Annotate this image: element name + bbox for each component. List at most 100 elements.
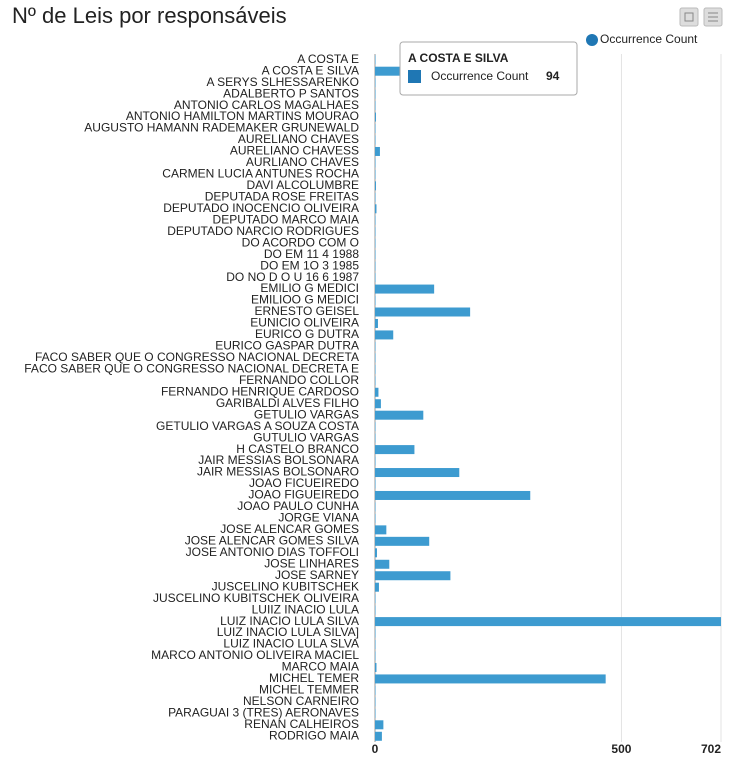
bar (375, 410, 424, 420)
tooltip-value: 94 (546, 69, 560, 83)
bar (375, 387, 379, 397)
y-tick-label: DO EM 1O 3 1985 (260, 258, 359, 272)
y-tick-label: JOSE SARNEY (275, 568, 359, 582)
y-tick-label: JUSCELINO KUBITSCHEK (212, 579, 359, 593)
y-tick-label: DO NO D O U 16 6 1987 (226, 270, 359, 284)
y-tick-label: GARIBALDI ALVES FILHO (216, 396, 359, 410)
y-tick-label: DEPUTADO MARCO MAIA (213, 212, 359, 226)
chart-title: Nº de Leis por responsáveis (12, 3, 287, 28)
y-tick-label: FACO SABER QUE O CONGRESSO NACIONAL DECR… (24, 362, 359, 376)
y-tick-label: JUSCELINO KUBITSCHEK OLIVEIRA (153, 591, 359, 605)
y-tick-label: JOSE ALENCAR GOMES (220, 522, 359, 536)
collapse-icon (684, 12, 694, 22)
y-tick-label: AURLIANO CHAVES (246, 155, 359, 169)
bar (375, 720, 384, 730)
y-tick-label: AUGUSTO HAMANN RADEMAKER GRUNEWALD (84, 121, 359, 135)
y-tick-label: A SERYS SLHESSARENKO (206, 75, 359, 89)
y-tick-label: EUNICIO OLIVEIRA (250, 316, 359, 330)
bar (375, 490, 531, 500)
y-tick-label: PARAGUAI 3 (TRES) AERONAVES (168, 706, 359, 720)
tooltip-series: Occurrence Count (431, 69, 529, 83)
bar (375, 731, 382, 741)
y-tick-label: GUTULIO VARGAS (253, 430, 359, 444)
legend-swatch (586, 34, 598, 46)
y-tick-label: JOSE ANTONIO DIAS TOFFOLI (186, 545, 359, 559)
y-tick-label: EMILIOO G MEDICI (251, 293, 359, 307)
y-tick-label: LUIIZ INACIO LULA (252, 602, 359, 616)
bar (375, 204, 377, 214)
bar (375, 536, 430, 546)
menu-icon (708, 12, 718, 22)
y-tick-label: AURELIANO CHAVESS (230, 144, 359, 158)
y-tick-label: NELSON CARNEIRO (243, 694, 359, 708)
y-tick-label: FACO SABER QUE O CONGRESSO NACIONAL DECR… (35, 350, 359, 364)
y-tick-label: H CASTELO BRANCO (236, 442, 359, 456)
bar (375, 525, 387, 535)
y-tick-label: FERNANDO COLLOR (239, 373, 359, 387)
x-tick-label: 500 (611, 742, 631, 756)
y-tick-label: ANTONIO HAMILTON MARTINS MOURAO (126, 109, 359, 123)
x-tick-label: 702 (701, 742, 721, 756)
bar (375, 571, 451, 581)
y-tick-label: DEPUTADO INOCENCIO OLIVEIRA (163, 201, 359, 215)
y-tick-label: CARMEN LUCIA ANTUNES ROCHA (162, 167, 359, 181)
y-tick-label: JOSE LINHARES (264, 556, 359, 570)
y-tick-label: ANTONIO CARLOS MAGALHAES (174, 98, 359, 112)
y-tick-label: EMILIO G MEDICI (260, 281, 359, 295)
y-tick-label: JOAO FICUEIREDO (249, 476, 359, 490)
tooltip-swatch (408, 70, 421, 83)
y-tick-label: LUIZ INACIO LULA SILVA (220, 614, 359, 628)
y-tick-label: A COSTA E SILVA (262, 63, 359, 77)
bar (375, 674, 606, 684)
bar (375, 399, 381, 409)
bar (375, 146, 380, 156)
y-tick-label: LUIZ INACIO LULA SILVA] (217, 625, 359, 639)
y-tick-label: RODRIGO MAIA (269, 728, 359, 742)
y-tick-label: ADALBERTO P SANTOS (223, 86, 359, 100)
y-tick-label: ERNESTO GEISEL (255, 304, 360, 318)
bar (375, 112, 376, 122)
y-tick-label: DO ACORDO COM O (242, 235, 359, 249)
x-tick-label: 0 (372, 742, 379, 756)
y-tick-label: RENAN CALHEIROS (244, 717, 359, 731)
y-tick-label: MARCO MAIA (282, 660, 359, 674)
bar (375, 318, 378, 328)
bar (375, 662, 377, 672)
y-tick-label: JOAO PAULO CUNHA (237, 499, 359, 513)
bar (375, 582, 379, 592)
y-tick-label: MICHEL TEMER (269, 671, 359, 685)
bar (375, 617, 721, 627)
y-tick-label: AURELIANO CHAVES (238, 132, 359, 146)
y-tick-label: A COSTA E (297, 52, 359, 66)
y-tick-label: EURICO GASPAR DUTRA (215, 339, 359, 353)
bar (375, 66, 422, 76)
bar (375, 548, 377, 558)
y-tick-label: JAIR MESSIAS BOLSONARO (197, 465, 359, 479)
y-tick-label: DAVI ALCOLUMBRE (247, 178, 359, 192)
bar (375, 181, 376, 191)
bar (375, 284, 435, 294)
y-tick-label: JOAO FIGUEIREDO (248, 488, 359, 502)
bar (375, 330, 394, 340)
bar (375, 307, 471, 317)
y-tick-label: GETULIO VARGAS A SOUZA COSTA (156, 419, 359, 433)
y-tick-label: LUIZ INACIO LULA SLVA (223, 637, 359, 651)
y-tick-label: GETULIO VARGAS (254, 407, 359, 421)
bar (375, 559, 390, 569)
legend-label: Occurrence Count (600, 32, 698, 46)
y-tick-label: FERNANDO HENRIQUE CARDOSO (161, 384, 359, 398)
y-tick-label: MARCO ANTONIO OLIVEIRA MACIEL (151, 648, 359, 662)
y-tick-label: DO EM 11 4 1988 (264, 247, 359, 261)
y-tick-label: JORGE VIANA (278, 511, 359, 525)
collapse-button[interactable] (679, 7, 699, 27)
bar (375, 445, 415, 455)
bar (375, 468, 460, 478)
tooltip (399, 41, 578, 96)
y-tick-label: JAIR MESSIAS BOLSONARA (198, 453, 359, 467)
y-tick-label: DEPUTADA ROSE FREITAS (205, 190, 359, 204)
y-tick-label: EURICO G DUTRA (255, 327, 359, 341)
y-tick-label: JOSE ALENCAR GOMES SILVA (185, 534, 359, 548)
y-tick-label: DEPUTADO NARCIO RODRIGUES (167, 224, 359, 238)
tooltip-title: A COSTA E SILVA (408, 51, 509, 65)
